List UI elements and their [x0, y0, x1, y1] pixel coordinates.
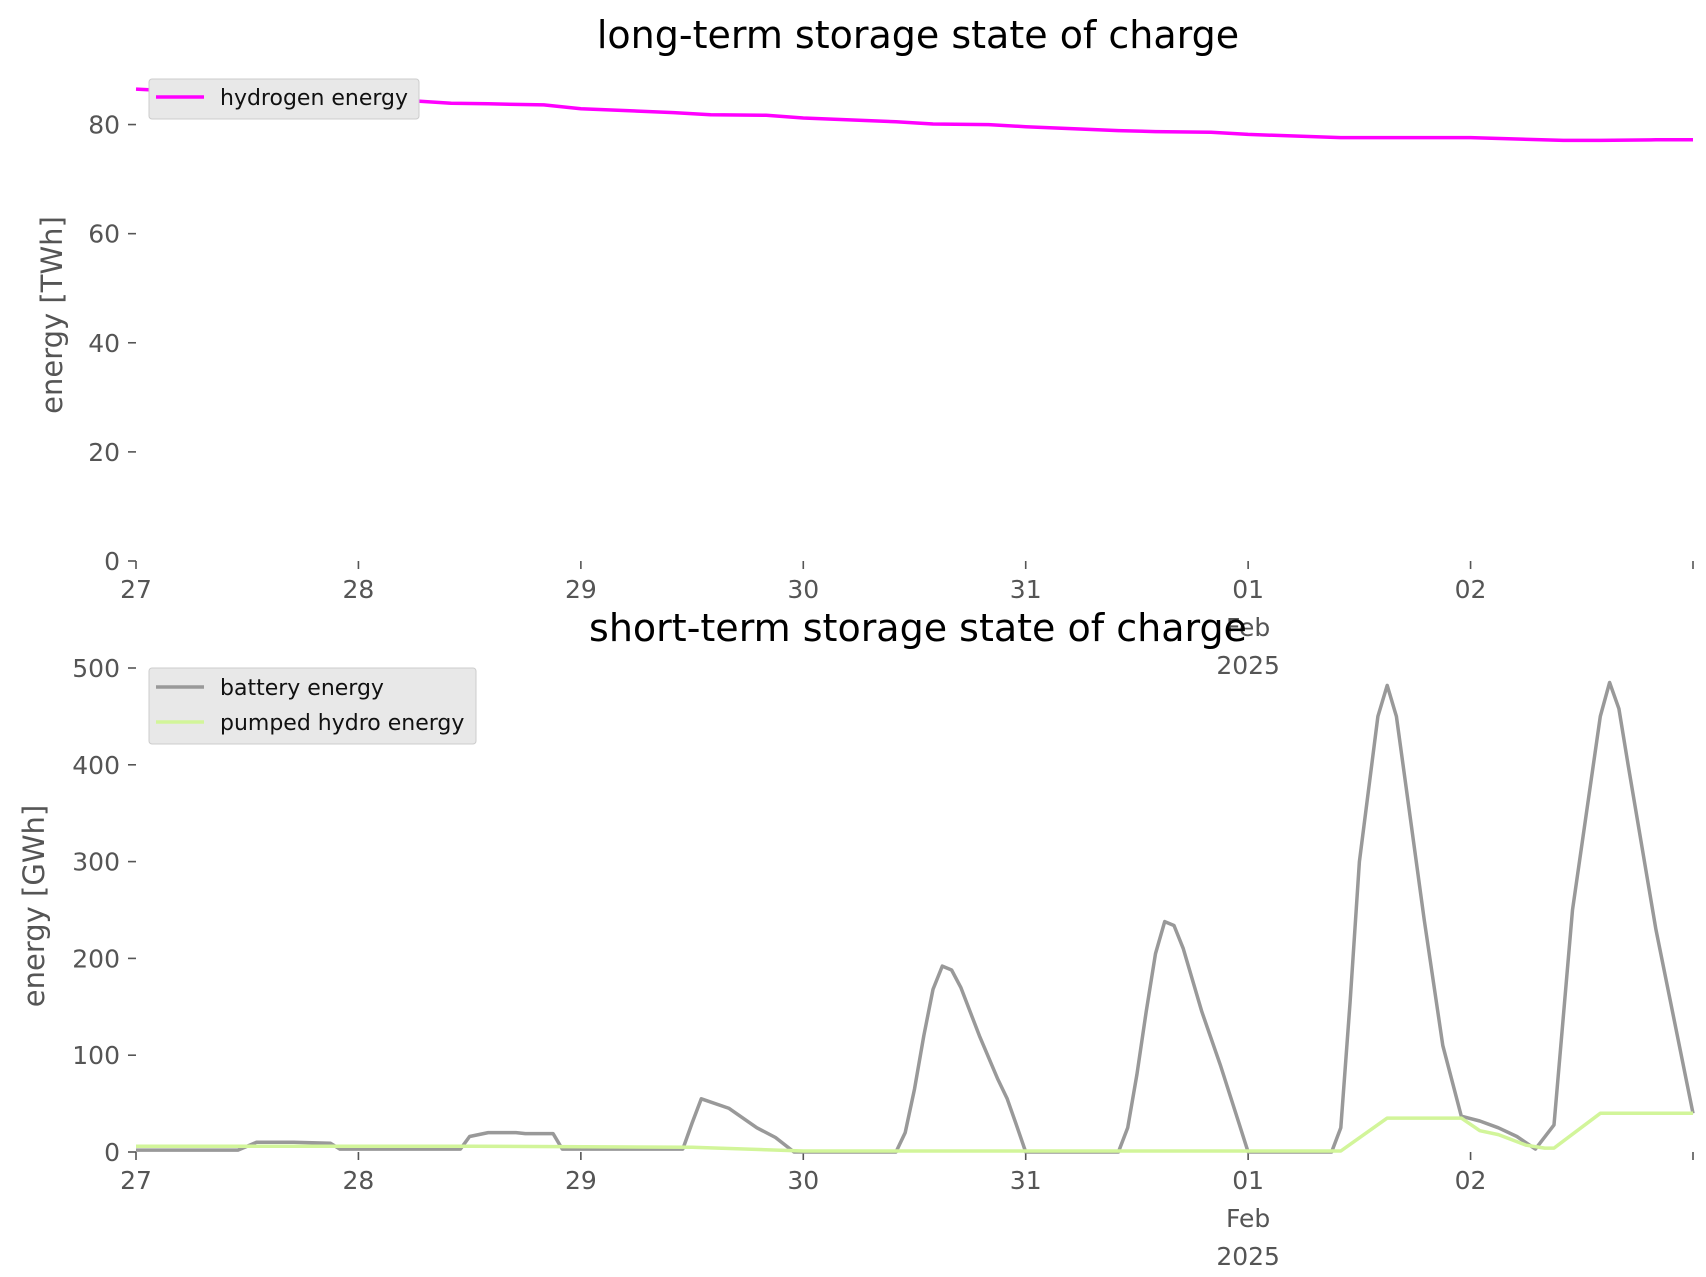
- x-tick-label: Feb: [1226, 613, 1270, 642]
- legend-label-hydrogen-energy: hydrogen energy: [220, 86, 408, 111]
- x-tick-label: 2025: [1216, 1242, 1280, 1271]
- y-tick-label: 300: [72, 848, 120, 877]
- y-tick-label: 500: [72, 654, 120, 683]
- series-line-pumped-hydro-energy: [136, 1111, 1693, 1153]
- x-tick-label: 2025: [1216, 651, 1280, 680]
- x-tick-label: 01: [1232, 1166, 1264, 1195]
- x-tick-label: 31: [1010, 1166, 1042, 1195]
- long-term-chart: long-term storage state of charge energy…: [35, 13, 1694, 680]
- x-tick-label: 28: [343, 575, 375, 604]
- x-tick-label: 02: [1455, 575, 1487, 604]
- long-term-legend-box: [148, 78, 420, 120]
- y-tick-label: 0: [104, 1138, 120, 1167]
- x-tick-label: 02: [1455, 1166, 1487, 1195]
- x-tick-label: 31: [1010, 575, 1042, 604]
- y-tick-label: 80: [88, 111, 120, 140]
- x-tick-label: 29: [565, 1166, 597, 1195]
- long-term-legend: hydrogen energy: [148, 78, 420, 120]
- x-tick-label: 28: [343, 1166, 375, 1195]
- long-term-y-ticks: 0 20 40 60 80: [88, 111, 136, 576]
- long-term-y-axis-label: energy [TWh]: [35, 216, 69, 414]
- long-term-x-ticks: 27 28 29 30 31 01 Feb 2025 02: [120, 561, 1694, 680]
- y-tick-label: 40: [88, 329, 120, 358]
- x-tick-label: Feb: [1226, 1204, 1270, 1233]
- x-tick-label: 30: [787, 1166, 819, 1195]
- short-term-chart-title: short-term storage state of charge: [589, 606, 1247, 650]
- x-tick-label: 01: [1232, 575, 1264, 604]
- short-term-chart: short-term storage state of charge energ…: [17, 606, 1695, 1271]
- y-tick-label: 20: [88, 438, 120, 467]
- y-tick-label: 200: [72, 944, 120, 973]
- y-tick-label: 400: [72, 751, 120, 780]
- short-term-legend: battery energy pumped hydro energy: [148, 667, 477, 745]
- y-tick-label: 0: [104, 547, 120, 576]
- short-term-y-axis-label: energy [GWh]: [17, 805, 51, 1007]
- legend-label-pumped-hydro-energy: pumped hydro energy: [220, 711, 464, 736]
- short-term-y-ticks: 0 100 200 300 400 500: [72, 654, 136, 1167]
- x-tick-label: 27: [120, 575, 152, 604]
- series-line-battery-energy: [136, 680, 1695, 1154]
- y-tick-label: 100: [72, 1041, 120, 1070]
- long-term-series: [135, 87, 1693, 143]
- x-tick-label: 30: [787, 575, 819, 604]
- short-term-x-ticks: 27 28 29 30 31 01 Feb 2025 02: [120, 1152, 1694, 1271]
- short-term-series: [136, 680, 1695, 1154]
- y-tick-label: 60: [88, 220, 120, 249]
- x-tick-label: 27: [120, 1166, 152, 1195]
- x-tick-label: 29: [565, 575, 597, 604]
- legend-label-battery-energy: battery energy: [220, 676, 384, 701]
- series-line-hydrogen-energy: [135, 87, 1693, 143]
- short-term-legend-box: [148, 667, 477, 745]
- long-term-chart-title: long-term storage state of charge: [597, 13, 1239, 57]
